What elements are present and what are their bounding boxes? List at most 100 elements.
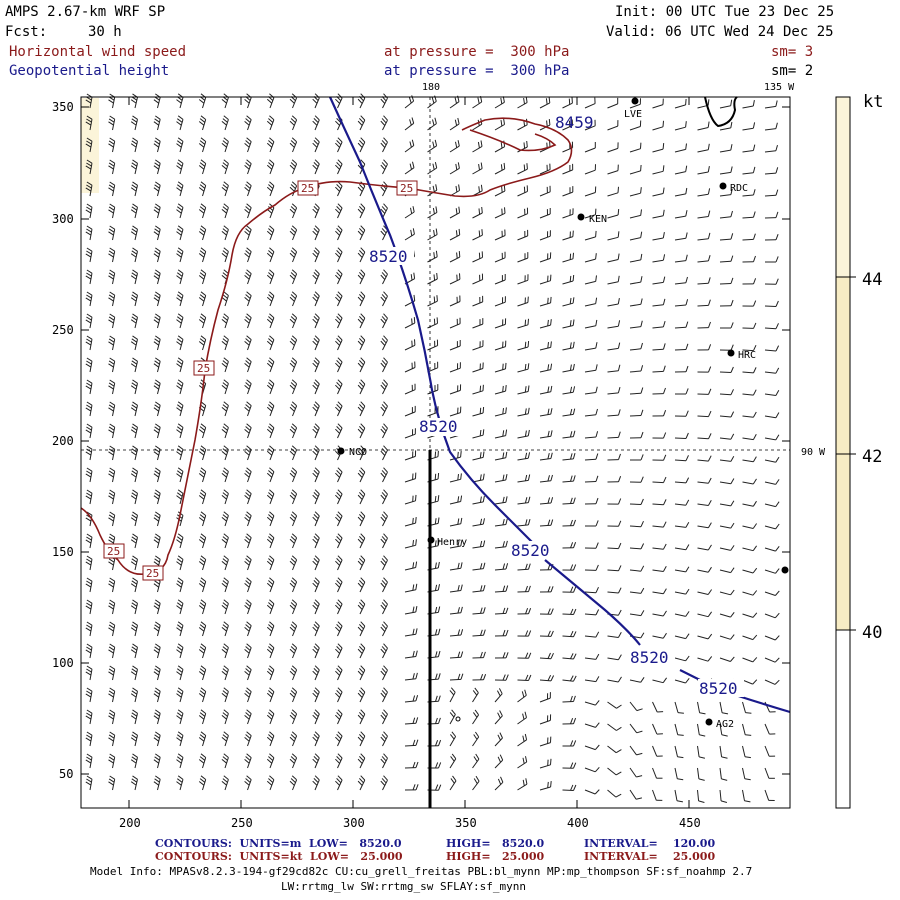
wind-barb-flag bbox=[409, 141, 412, 148]
wind-barb-flag bbox=[221, 297, 227, 302]
wind-barb-flag bbox=[337, 577, 343, 583]
wind-barb-flag bbox=[730, 121, 733, 128]
wind-barb-flag bbox=[245, 448, 251, 453]
wind-barb-shaft bbox=[539, 369, 551, 373]
wind-barb-flag bbox=[130, 495, 137, 500]
wind-barb-shaft bbox=[449, 301, 461, 307]
wind-barb-shaft bbox=[449, 758, 457, 769]
wind-barb-shaft bbox=[539, 524, 552, 527]
wind-barb-flag bbox=[335, 472, 340, 478]
wind-barb-flag bbox=[525, 585, 528, 592]
wind-barb-flag bbox=[223, 379, 229, 384]
wind-barb-flag bbox=[415, 561, 418, 568]
wind-barb-shaft bbox=[157, 647, 161, 659]
wind-barb-flag bbox=[775, 434, 780, 441]
wind-barb-flag bbox=[132, 137, 138, 142]
wind-barb-shaft bbox=[157, 207, 161, 219]
wind-barb-flag bbox=[313, 316, 319, 321]
wind-barb-flag bbox=[177, 294, 183, 299]
wind-barb-flag bbox=[290, 272, 296, 277]
wind-barb-flag bbox=[478, 230, 481, 237]
wind-barb-flag bbox=[569, 675, 574, 682]
wind-barb-flag bbox=[409, 119, 412, 126]
wind-barb-shaft bbox=[449, 780, 457, 791]
wind-barb-flag bbox=[335, 428, 340, 434]
wind-barb-flag bbox=[707, 121, 710, 128]
wind-barb-flag bbox=[550, 608, 554, 615]
wind-barb-shaft bbox=[697, 260, 709, 263]
wind-barb-shaft bbox=[157, 515, 161, 527]
wind-barb-flag bbox=[336, 646, 342, 652]
wind-barb-flag bbox=[482, 429, 485, 436]
wind-barb-flag bbox=[221, 539, 227, 544]
wind-barb-flag bbox=[380, 516, 386, 522]
wind-barb-flag bbox=[86, 558, 92, 563]
wind-barb-flag bbox=[312, 274, 318, 280]
wind-barb-flag bbox=[381, 404, 387, 410]
wind-barb-flag bbox=[199, 162, 206, 167]
wind-barb-shaft bbox=[472, 301, 483, 307]
wind-barb-flag bbox=[415, 672, 418, 679]
wind-barb-flag bbox=[108, 690, 115, 695]
wind-barb-flag bbox=[502, 607, 506, 614]
wind-barb-shaft bbox=[629, 547, 642, 550]
wind-barb-flag bbox=[454, 119, 458, 126]
wind-barb-flag bbox=[291, 115, 297, 121]
wind-barb-shaft bbox=[764, 349, 777, 352]
wind-barb-flag bbox=[268, 646, 274, 651]
wind-barb-flag bbox=[595, 453, 599, 460]
wind-barb-flag bbox=[360, 555, 366, 561]
wind-barb-flag bbox=[380, 406, 386, 412]
wind-barb-flag bbox=[335, 494, 340, 500]
wind-barb-flag bbox=[381, 734, 387, 740]
wind-barb-flag bbox=[86, 382, 92, 387]
wind-barb-shaft bbox=[629, 503, 642, 505]
wind-barb-flag bbox=[744, 756, 751, 759]
wind-barb-flag bbox=[291, 335, 297, 341]
forecast-label: Fcst: bbox=[5, 24, 48, 40]
wind-barb-flag bbox=[480, 162, 483, 169]
wind-barb-flag bbox=[177, 404, 183, 409]
wind-barb-flag bbox=[550, 452, 553, 459]
wind-barb-shaft bbox=[584, 679, 596, 683]
wind-barb-flag bbox=[199, 580, 206, 585]
wind-barb-flag bbox=[479, 518, 483, 525]
wind-barb-flag bbox=[550, 430, 553, 437]
footer-height-contours: CONTOURS: UNITS=m LOW= 8520.0 bbox=[155, 837, 402, 850]
wind-barb-flag bbox=[528, 585, 531, 592]
wind-barb-flag bbox=[337, 621, 343, 627]
wind-barb-flag bbox=[221, 385, 227, 390]
wind-barb-shaft bbox=[584, 347, 596, 351]
wind-barb-flag bbox=[222, 712, 228, 717]
wind-barb-shaft bbox=[449, 590, 461, 593]
footer-height-high: HIGH= 8520.0 bbox=[446, 837, 545, 850]
wind-barb-flag bbox=[437, 628, 441, 635]
wind-barb-flag bbox=[108, 319, 114, 324]
wind-barb-flag bbox=[177, 291, 184, 296]
wind-barb-flag bbox=[269, 159, 275, 165]
wind-barb-flag bbox=[245, 404, 251, 409]
wind-barb-flag bbox=[595, 700, 600, 706]
wind-barb-flag bbox=[155, 181, 161, 186]
wind-barb-flag bbox=[707, 566, 712, 573]
wind-barb-flag bbox=[314, 357, 320, 363]
wind-barb-flag bbox=[176, 781, 182, 786]
wind-barb-shaft bbox=[629, 259, 641, 263]
wind-barb-flag bbox=[268, 602, 274, 607]
wind-barb-shaft bbox=[562, 213, 574, 219]
wind-barb-flag bbox=[775, 501, 780, 507]
wind-barb-flag bbox=[314, 401, 320, 407]
wind-barb-flag bbox=[154, 206, 160, 211]
wind-barb-flag bbox=[434, 451, 437, 458]
wind-barb-flag bbox=[775, 568, 780, 574]
wind-barb-flag bbox=[266, 670, 273, 676]
wind-barb-shaft bbox=[629, 679, 641, 683]
wind-barb-shaft bbox=[742, 789, 745, 801]
wind-barb-flag bbox=[431, 97, 435, 104]
wind-barb-flag bbox=[662, 610, 667, 617]
wind-barb-flag bbox=[244, 561, 250, 566]
wind-barb-flag bbox=[86, 225, 93, 230]
wind-barb-flag bbox=[337, 225, 343, 231]
wind-barb-flag bbox=[744, 800, 751, 803]
wind-barb-flag bbox=[547, 408, 550, 415]
